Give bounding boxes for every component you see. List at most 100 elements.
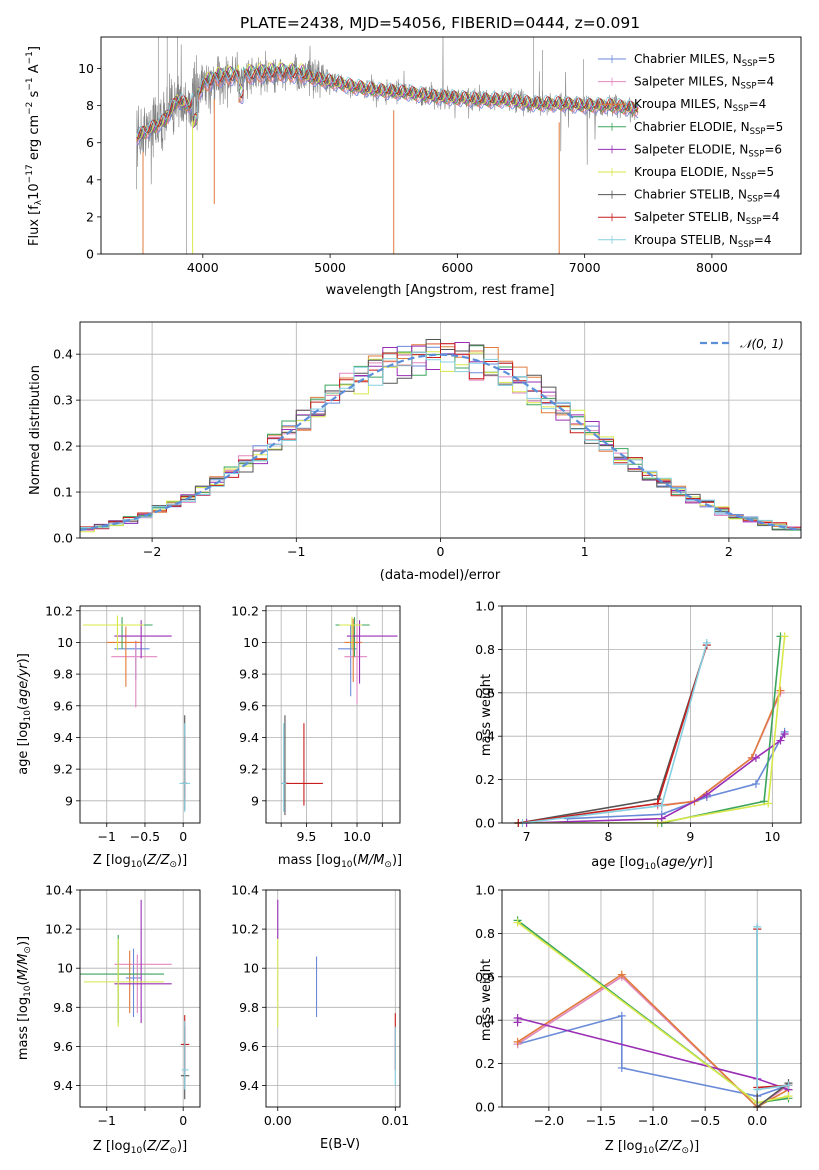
point-kroupa_elodie — [764, 799, 773, 808]
tick-label-x: 10 — [764, 829, 780, 844]
legend-label-kroupa_stelib: Kroupa STELIB, NSSP=4 — [634, 233, 772, 250]
tick-label-y: 10 — [243, 961, 259, 976]
tick-label-y: 0.4 — [475, 729, 495, 744]
series-kroupa_stelib — [756, 926, 789, 1091]
svg-text:age [log10(age/yr)]: age [log10(age/yr)] — [591, 855, 713, 872]
svg-text:mass [log10(M/M⊙)]: mass [log10(M/M⊙)] — [278, 853, 402, 870]
axes-frame — [79, 605, 201, 824]
tick-label-x: 9 — [686, 829, 694, 844]
legend-sub: SSP — [750, 127, 766, 137]
legend-label-kroupa_miles: Kroupa MILES, NSSP=4 — [634, 97, 766, 114]
panel-mass_vs_Z: −1 0 9.4 9.6 9.8 10 10.2 10.4 — [45, 883, 201, 1128]
tick-label-y: 9.6 — [239, 1039, 259, 1054]
legend-sub: SSP — [741, 82, 757, 92]
svg-text:Z [log10(Z/Z⊙)]: Z [log10(Z/Z⊙)] — [605, 1139, 699, 1156]
axes-frame — [79, 321, 802, 539]
svg-text:Flux [fλ10−17 erg cm−2 s−1 A−1: Flux [fλ10−17 erg cm−2 s−1 A−1] — [25, 46, 44, 246]
legend-tail: =4 — [754, 233, 772, 247]
legend-sub: SSP — [742, 59, 758, 69]
point-chabrier_miles — [751, 779, 760, 788]
tick-label-x: 7000 — [569, 260, 601, 275]
series-kroupa_miles — [661, 690, 782, 807]
tick-label-y: 10 — [243, 635, 259, 650]
tick-label-x: 0 — [179, 829, 187, 844]
tick-label-y: 9.6 — [53, 1039, 73, 1054]
point-salpeter_elodie — [776, 736, 785, 745]
legend-tail: =4 — [762, 210, 780, 224]
legend-sub: SSP — [733, 104, 749, 114]
legend-tail: =5 — [766, 120, 784, 134]
point-salpeter_elodie — [702, 790, 711, 799]
tick-label-x: 0.00 — [264, 1113, 292, 1128]
legend-text: Kroupa MILES, N — [634, 97, 733, 111]
tick-label-y: 9.8 — [239, 667, 259, 682]
spectrum-model-salpeter_miles — [136, 72, 639, 145]
legend-text: Chabrier ELODIE, N — [634, 120, 750, 134]
point-kroupa_stelib — [753, 1085, 762, 1094]
point-salpeter_elodie — [751, 753, 760, 762]
point-salpeter_elodie — [780, 730, 789, 739]
tick-label-x: −1 — [98, 1113, 116, 1128]
legend-sub: SSP — [741, 172, 757, 182]
tick-label-y: 0.0 — [475, 1100, 495, 1115]
axis-label-z-lower-right: Z [log10(Z/Z⊙)] — [605, 1139, 699, 1156]
axes-frame — [79, 889, 201, 1108]
svg-text:mass [log10(M/M⊙)]: mass [log10(M/M⊙)] — [16, 936, 33, 1060]
spectrum-model-salpeter_stelib — [136, 66, 639, 140]
tick-label-x: −0.5 — [130, 829, 160, 844]
tick-label-y: 10.4 — [45, 883, 73, 898]
tick-label-y: 2 — [86, 209, 94, 224]
tick-label-y: 9.4 — [53, 1078, 73, 1093]
panel-weight_vs_age: 7 8 9 10 0.0 0.2 0.4 0.6 0.8 1.0 — [475, 599, 802, 844]
legend-sub: SSP — [738, 240, 754, 250]
panel-weight_vs_Z: −2.0 −1.5 −1.0 −0.5 0.0 0.0 0.2 0.4 0.6 0.8 1.0 — [475, 883, 802, 1128]
figure-title: PLATE=2438, MJD=54056, FIBERID=0444, z=0… — [240, 14, 640, 32]
tick-label-y: 10 — [57, 635, 73, 650]
tick-label-x: 8000 — [696, 260, 728, 275]
axis-label-age-right: age [log10(age/yr)] — [591, 855, 713, 872]
tick-label-x: 0.01 — [381, 1113, 409, 1128]
tick-label-y: 0.0 — [475, 816, 495, 831]
legend-label-chabrier_stelib: Chabrier STELIB, NSSP=4 — [634, 188, 781, 205]
axis-label-z-upper: Z [log10(Z/Z⊙)] — [93, 853, 187, 870]
axis-label-ebv: E(B-V) — [320, 1137, 360, 1152]
axis-label-mass-lower: mass [log10(M/M⊙)] — [16, 936, 33, 1060]
tick-label-y: 0.3 — [53, 393, 73, 408]
tick-label-x: −2 — [143, 544, 161, 559]
tick-label-y: 0.6 — [475, 685, 495, 700]
axis-label-wavelength: wavelength [Angstrom, rest frame] — [326, 283, 555, 298]
tick-label-x: 8 — [605, 829, 613, 844]
tick-label-y: 0.1 — [53, 485, 73, 500]
tick-label-y: 0 — [86, 247, 94, 262]
tick-label-x: 0.0 — [747, 1113, 767, 1128]
axes-frame — [100, 36, 802, 255]
tick-label-x: 6000 — [441, 260, 473, 275]
legend-tail: =5 — [758, 52, 776, 66]
tick-label-y: 0.4 — [53, 347, 73, 362]
tick-label-y: 0.6 — [475, 969, 495, 984]
tick-label-y: 10 — [57, 961, 73, 976]
point-kroupa_elodie — [784, 1092, 793, 1101]
legend-label-chabrier_miles: Chabrier MILES, NSSP=5 — [634, 52, 775, 69]
tick-label-y: 4 — [86, 172, 94, 187]
point-kroupa_elodie — [780, 632, 789, 641]
legend-tail: =5 — [756, 165, 774, 179]
legend-tail: =4 — [749, 97, 767, 111]
tick-label-y: 0.2 — [475, 772, 495, 787]
tick-label-x: −1.5 — [586, 1113, 616, 1128]
tick-label-x: 5000 — [314, 260, 346, 275]
tick-label-y: 10.2 — [45, 922, 73, 937]
point-kroupa_elodie — [513, 918, 522, 927]
tick-label-x: 1 — [581, 544, 589, 559]
panel-spectrum: 4000 5000 6000 7000 8000 0 2 4 6 8 10 Chabrier MILE… — [78, 36, 802, 275]
tick-label-y: 10.4 — [231, 883, 259, 898]
legend-text: Chabrier MILES, N — [634, 52, 742, 66]
series-salpeter_elodie — [526, 733, 786, 823]
axis-label-z-lower-left: Z [log10(Z/Z⊙)] — [93, 1139, 187, 1156]
axis-label-weight-lower: mass weight — [479, 959, 494, 1041]
axes-frame — [265, 889, 401, 1108]
axis-label-mass-upper: mass [log10(M/M⊙)] — [278, 853, 402, 870]
axis-label-weight-upper: mass weight — [479, 674, 494, 756]
